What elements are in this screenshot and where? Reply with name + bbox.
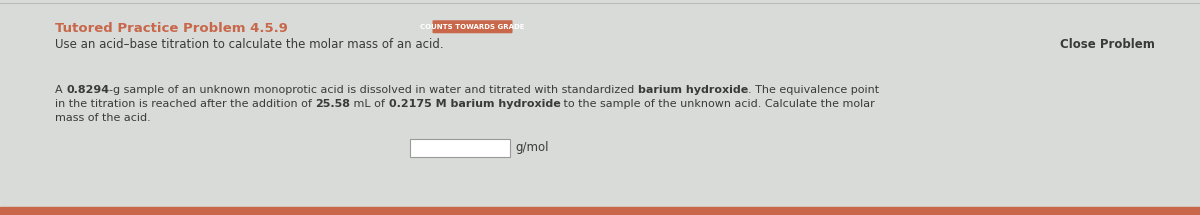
Text: to the sample of the unknown acid. Calculate the molar: to the sample of the unknown acid. Calcu… xyxy=(560,99,875,109)
Text: Use an acid–base titration to calculate the molar mass of an acid.: Use an acid–base titration to calculate … xyxy=(55,38,444,51)
Text: mL of: mL of xyxy=(350,99,389,109)
Text: . The equivalence point: . The equivalence point xyxy=(749,85,880,95)
Text: in the titration is reached after the addition of: in the titration is reached after the ad… xyxy=(55,99,316,109)
Text: Close Problem: Close Problem xyxy=(1060,38,1154,51)
Text: 0.2175 M barium hydroxide: 0.2175 M barium hydroxide xyxy=(389,99,560,109)
Text: A: A xyxy=(55,85,66,95)
Text: 25.58: 25.58 xyxy=(316,99,350,109)
Text: 0.8294: 0.8294 xyxy=(66,85,109,95)
Text: g/mol: g/mol xyxy=(515,141,548,155)
Text: Tutored Practice Problem 4.5.9: Tutored Practice Problem 4.5.9 xyxy=(55,22,288,35)
FancyBboxPatch shape xyxy=(410,139,510,157)
Text: mass of the acid.: mass of the acid. xyxy=(55,113,151,123)
Bar xyxy=(0,207,1200,215)
FancyBboxPatch shape xyxy=(432,20,512,33)
Text: -g sample of an unknown monoprotic acid is dissolved in water and titrated with : -g sample of an unknown monoprotic acid … xyxy=(109,85,638,95)
Text: barium hydroxide: barium hydroxide xyxy=(638,85,749,95)
Text: COUNTS TOWARDS GRADE: COUNTS TOWARDS GRADE xyxy=(420,24,524,30)
